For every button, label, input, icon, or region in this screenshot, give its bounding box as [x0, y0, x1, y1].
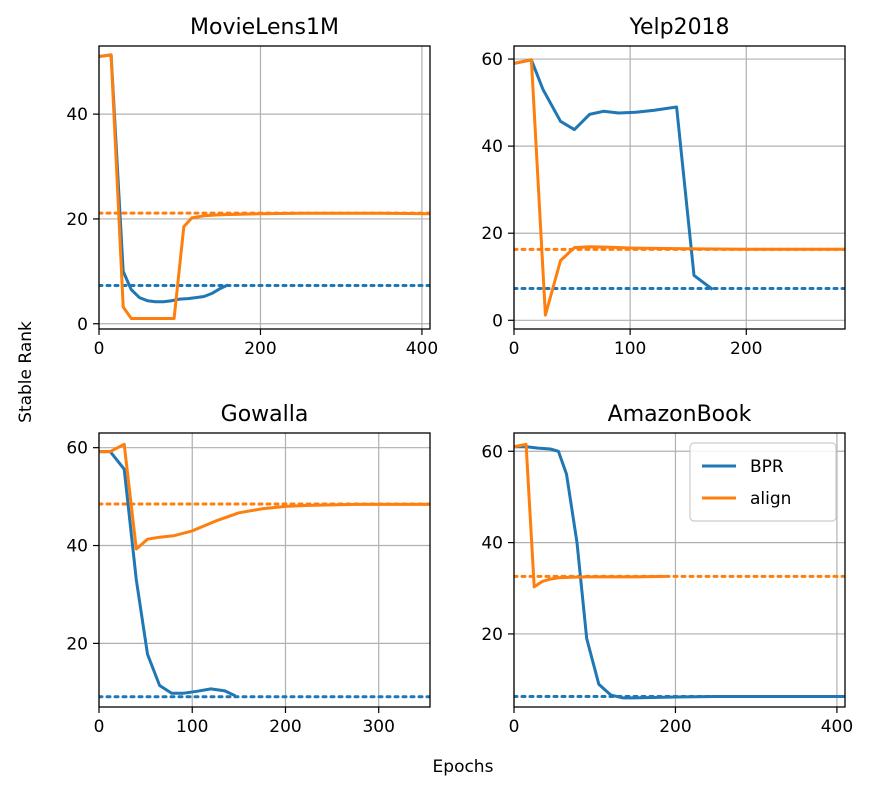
series-line-bpr	[99, 450, 237, 698]
x-tick-label: 0	[94, 717, 105, 737]
legend-box	[689, 442, 837, 522]
series-line-align	[514, 442, 665, 589]
panel-yelp2018: 0 100 200 0 20 40 60 Yelp2018	[481, 15, 846, 359]
panel-title: Gowalla	[221, 402, 309, 427]
y-tick-label: 0	[77, 315, 88, 335]
x-tick-label: 0	[509, 339, 520, 359]
y-tick-label: 60	[66, 439, 88, 459]
y-tick-label: 40	[66, 105, 88, 125]
series-line-bpr	[514, 58, 714, 291]
series-line-align	[99, 53, 430, 320]
legend-label-bpr: BPR	[750, 457, 784, 477]
y-tick-label: 20	[66, 210, 88, 230]
series-line-bpr	[514, 445, 845, 700]
y-tick-label: 0	[492, 311, 503, 331]
y-tick-label: 40	[481, 137, 503, 157]
x-tick-label: 0	[509, 717, 520, 737]
y-axis-label: Stable Rank	[16, 321, 36, 423]
axes-frame	[98, 432, 431, 708]
x-tick-label: 200	[269, 717, 301, 737]
series-line-bpr	[99, 53, 229, 304]
legend-label-align: align	[750, 489, 791, 509]
x-axis-label: Epochs	[433, 757, 494, 777]
x-tick-label: 200	[244, 339, 276, 359]
y-tick-label: 40	[481, 534, 503, 554]
y-tick-label: 60	[481, 50, 503, 70]
series-line-align	[514, 58, 845, 317]
y-tick-label: 20	[66, 634, 88, 654]
x-tick-label: 100	[176, 717, 208, 737]
panel-gowalla: 0 100 200 300 20 40 60 Gowalla	[66, 402, 431, 737]
axes-frame	[513, 45, 846, 330]
axes-frame	[98, 45, 431, 330]
legend: BPR align	[689, 442, 837, 522]
y-tick-label: 60	[481, 442, 503, 462]
panel-title: Yelp2018	[628, 15, 729, 40]
x-tick-label: 100	[614, 339, 646, 359]
x-tick-label: 300	[362, 717, 394, 737]
y-tick-label: 40	[66, 537, 88, 557]
panel-title: MovieLens1M	[190, 15, 339, 40]
panel-movielens1m: 0 200 400 0 20 40 MovieLens1M	[66, 15, 438, 359]
x-tick-label: 200	[730, 339, 762, 359]
x-tick-label: 0	[94, 339, 105, 359]
y-tick-label: 20	[481, 224, 503, 244]
x-tick-label: 400	[406, 339, 438, 359]
axes-frame	[513, 432, 846, 708]
series-line-align	[99, 442, 430, 551]
panel-title: AmazonBook	[608, 402, 752, 427]
x-tick-label: 200	[659, 717, 691, 737]
x-tick-label: 400	[821, 717, 853, 737]
panel-amazonbook: 0 200 400 20 40 60 AmazonBook	[481, 402, 853, 737]
y-tick-label: 20	[481, 625, 503, 645]
